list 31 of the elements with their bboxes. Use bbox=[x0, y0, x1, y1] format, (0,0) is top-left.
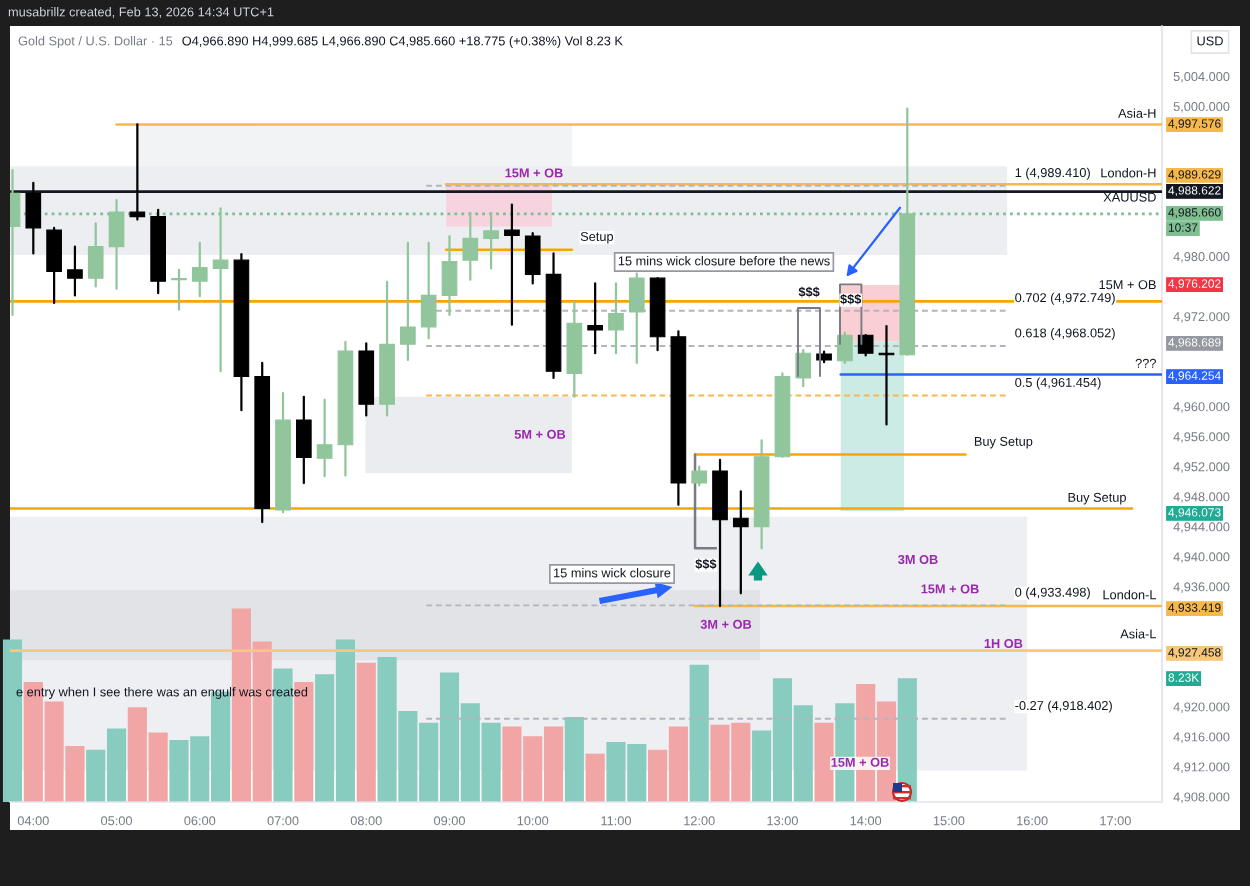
candlestick bbox=[129, 123, 146, 221]
candlestick bbox=[295, 395, 312, 485]
candlestick bbox=[400, 241, 416, 362]
candlestick bbox=[524, 232, 541, 285]
bar bbox=[356, 662, 376, 802]
candlestick bbox=[462, 211, 479, 281]
candlestick bbox=[732, 490, 749, 595]
candlestick bbox=[628, 272, 645, 365]
candlestick bbox=[857, 334, 874, 357]
candlestick bbox=[441, 235, 458, 317]
bar bbox=[2, 639, 23, 802]
candlestick bbox=[504, 203, 520, 326]
candlestick bbox=[212, 207, 229, 373]
candlestick bbox=[46, 226, 62, 305]
candlestick bbox=[837, 331, 853, 365]
candlestick bbox=[420, 241, 437, 340]
candlestick bbox=[587, 282, 603, 355]
candlestick bbox=[108, 199, 125, 290]
bar bbox=[689, 664, 709, 802]
candlestick bbox=[191, 241, 208, 298]
bar bbox=[564, 716, 584, 802]
candlestick bbox=[87, 222, 104, 288]
candlestick bbox=[171, 268, 187, 311]
candlestick bbox=[608, 282, 624, 355]
candlestick bbox=[483, 211, 499, 270]
candlestick bbox=[691, 465, 708, 487]
bar bbox=[814, 722, 834, 802]
candlestick bbox=[316, 398, 333, 478]
candlestick bbox=[67, 245, 83, 297]
candlestick bbox=[25, 181, 42, 255]
bar bbox=[585, 753, 605, 802]
